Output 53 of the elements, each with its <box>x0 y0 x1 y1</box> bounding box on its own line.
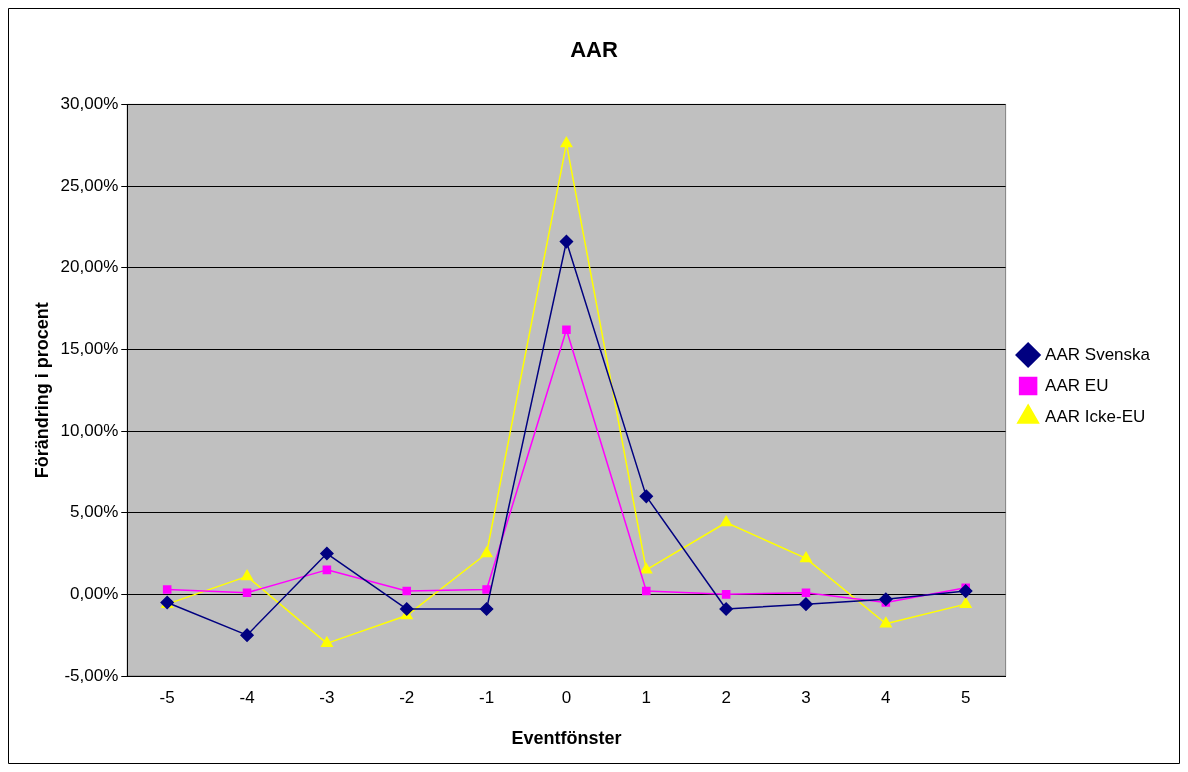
point <box>399 602 414 616</box>
point <box>162 585 172 594</box>
point <box>242 588 252 597</box>
x-tick-label: -5 <box>159 687 175 707</box>
point <box>322 565 332 575</box>
point <box>479 602 494 616</box>
point <box>562 325 571 335</box>
x-tick-label: -4 <box>239 687 255 707</box>
x-axis-title: Eventfönster <box>511 728 622 749</box>
y-tick-label: 0,00% <box>70 584 119 604</box>
point <box>959 597 972 608</box>
point <box>640 563 653 574</box>
y-tick-label: 10,00% <box>60 420 119 440</box>
point <box>560 136 573 148</box>
y-tick-label: 30,00% <box>60 94 119 114</box>
point <box>799 597 813 611</box>
point <box>800 551 812 563</box>
y-axis-title: Förändring i procent <box>31 302 52 479</box>
point <box>720 515 733 527</box>
x-tick-label: 4 <box>881 687 891 707</box>
y-tick-label: 15,00% <box>60 339 119 359</box>
point <box>801 588 811 597</box>
point <box>879 616 892 628</box>
point <box>241 569 253 581</box>
x-tick-label: 3 <box>801 687 811 707</box>
point <box>240 628 254 642</box>
x-tick-label: 0 <box>561 687 572 707</box>
point <box>721 590 731 599</box>
legend-label: AAR Icke-EU <box>1045 406 1146 426</box>
y-tick-label: -5,00% <box>64 665 119 685</box>
x-tick-label: -1 <box>479 687 495 707</box>
point <box>480 546 493 558</box>
point <box>320 636 333 648</box>
point <box>879 592 893 606</box>
y-tick-label: 25,00% <box>60 175 119 195</box>
x-tick-label: 5 <box>960 687 971 707</box>
x-tick-label: 1 <box>641 687 652 707</box>
point <box>719 602 733 616</box>
x-tick-label: -2 <box>399 687 415 707</box>
point <box>320 546 334 561</box>
point <box>402 586 412 596</box>
y-tick-label: 5,00% <box>70 502 119 522</box>
x-tick-label: -3 <box>319 687 335 707</box>
point <box>958 584 973 598</box>
legend-label: AAR Svenska <box>1045 344 1151 364</box>
legend-label: AAR EU <box>1045 375 1109 395</box>
point <box>482 585 491 594</box>
y-tick-label: 20,00% <box>60 257 119 277</box>
point <box>559 234 574 249</box>
x-tick-label: 2 <box>721 687 731 707</box>
point <box>642 586 651 596</box>
point <box>639 489 654 504</box>
chart-title: AAR <box>570 37 618 63</box>
